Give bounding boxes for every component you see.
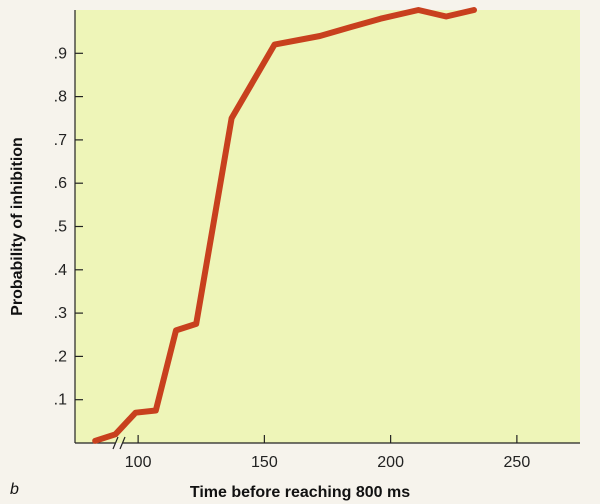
plot-background (75, 10, 580, 443)
y-tick-label: .3 (54, 305, 67, 322)
x-tick-label: 100 (125, 454, 152, 471)
y-tick-label: .7 (54, 132, 67, 149)
y-axis-title: Probability of inhibition (9, 137, 26, 316)
series-line (92, 7, 477, 444)
axis-break-mark (119, 436, 126, 450)
y-tick-label: .9 (54, 45, 67, 62)
y-tick-label: .8 (54, 89, 67, 106)
axis-break-mark (112, 436, 119, 450)
x-axis: 100 150 200 250 (75, 435, 580, 471)
y-tick-label: .1 (54, 392, 67, 409)
x-tick-label: 150 (251, 454, 278, 471)
y-tick-label: .6 (54, 175, 67, 192)
series-group (92, 7, 477, 444)
x-tick-label: 250 (504, 454, 531, 471)
y-tick-label: .4 (54, 262, 67, 279)
y-tick-label: .5 (54, 219, 67, 236)
y-axis: .1 .2 .3 .4 .5 .6 .7 .8 .9 (54, 10, 83, 443)
x-tick-label: 200 (377, 454, 404, 471)
y-tick-label: .2 (54, 348, 67, 365)
x-axis-title: Time before reaching 800 ms (190, 484, 410, 501)
panel-label: b (10, 481, 19, 498)
